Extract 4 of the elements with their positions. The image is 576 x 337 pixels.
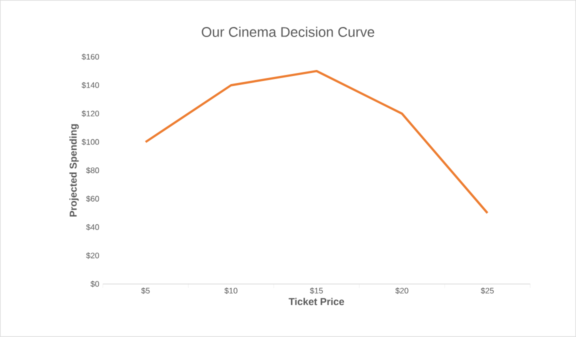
line-series [144, 70, 489, 214]
y-axis-title: Projected Spending [69, 124, 79, 217]
chart-title: Our Cinema Decision Curve [202, 26, 374, 38]
x-axis-title: Ticket Price [288, 298, 344, 306]
